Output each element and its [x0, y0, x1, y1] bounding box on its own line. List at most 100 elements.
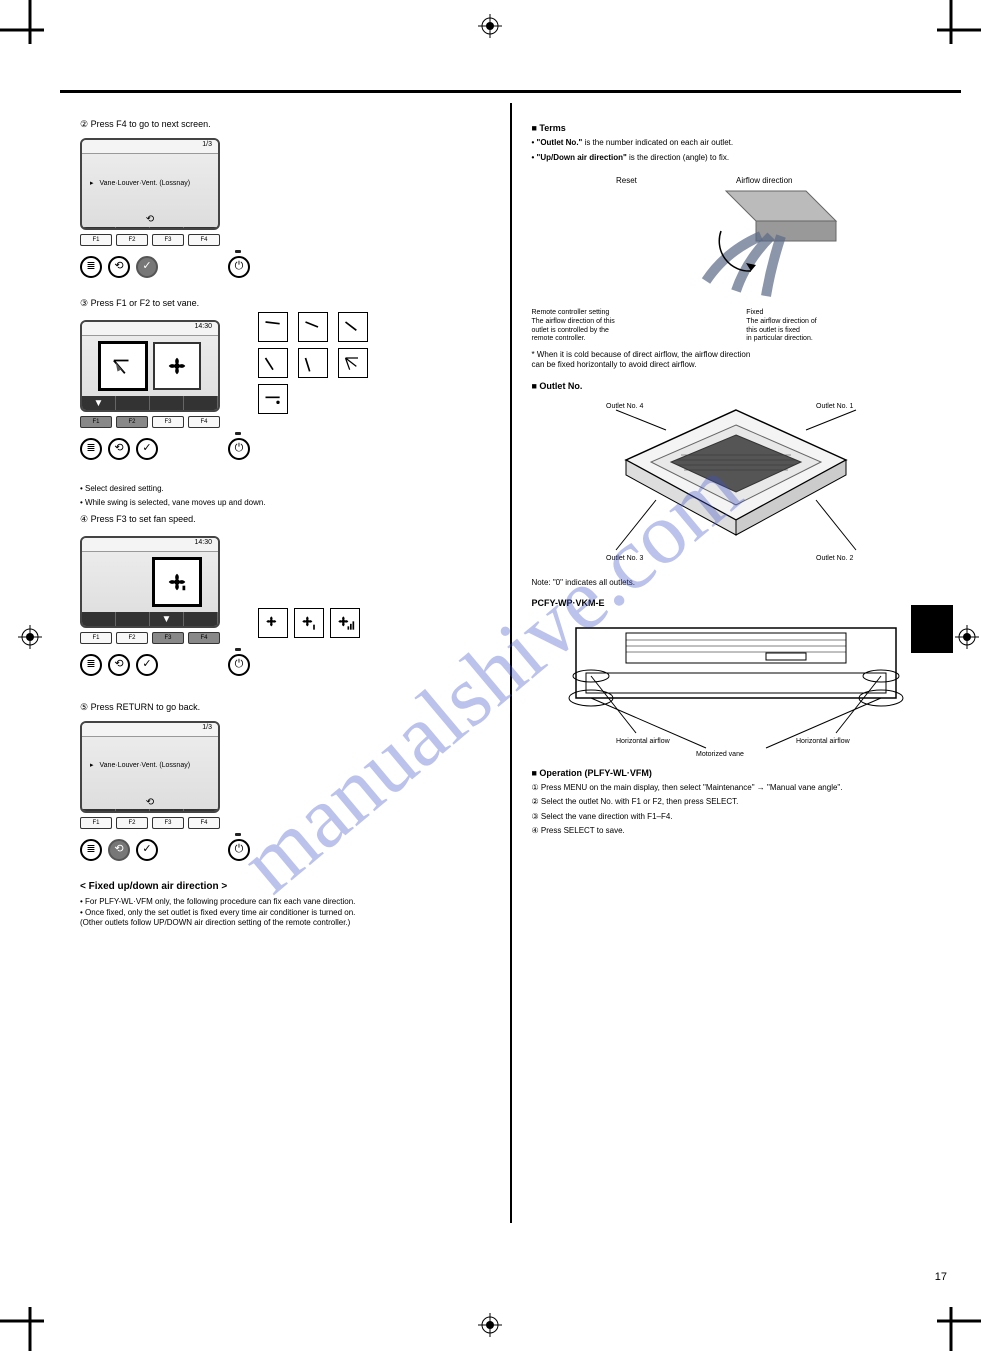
step3-text: Press F1 or F2 to set vane. [91, 298, 200, 308]
fkey-f1[interactable]: F1 [80, 416, 112, 428]
step2-label: ② Press F4 to go to next screen. [80, 119, 490, 130]
screen-3-bottom: ▼ [82, 612, 218, 628]
return-button[interactable]: ⟲ [108, 438, 130, 460]
fkeys-1: F1 F2 F3 F4 [80, 234, 220, 246]
fkeys-3: F1 F2 F3 F4 [80, 632, 220, 644]
fkey-f3[interactable]: F3 [152, 234, 184, 246]
fixed-body: • For PLFY-WL·VFM only, the following pr… [80, 897, 490, 928]
select-button[interactable]: ✓ [136, 256, 158, 278]
controller-block-3: 14:30 ▼ F1 F2 [80, 536, 250, 676]
ops-4: ④ Press SELECT to save. [532, 826, 942, 836]
fkey-f3[interactable]: F3 [152, 416, 184, 428]
fkey-f2[interactable]: F2 [116, 234, 148, 246]
ceiling-diagram: Horizontal airflow Horizontal airflow Mo… [556, 618, 916, 758]
ops-3: ③ Select the vane direction with F1–F4. [532, 812, 942, 822]
screen-1-bottom: ▼▲◀▶ [82, 227, 218, 231]
fixed-note: Fixed The airflow direction of this outl… [746, 309, 941, 344]
vane-step4-icon [258, 348, 288, 378]
vane-step2-icon [298, 312, 328, 342]
fkey-f1[interactable]: F1 [80, 817, 112, 829]
power-led [235, 833, 241, 836]
screen-1-menu: Vane·Louver·Vent. (Lossnay) [100, 180, 191, 189]
fkey-f4[interactable]: F4 [188, 632, 220, 644]
cass-label-2: Outlet No. 2 [816, 555, 853, 562]
return-button[interactable]: ⟲ [108, 654, 130, 676]
fkey-f4[interactable]: F4 [188, 234, 220, 246]
power-led [235, 648, 241, 651]
flow-heading: Airflow direction [736, 176, 792, 185]
top-rule [60, 90, 961, 93]
cass-label-1: Outlet No. 1 [816, 403, 853, 410]
fkey-f3[interactable]: F3 [152, 817, 184, 829]
outlet-heading: ■ Outlet No. [532, 381, 942, 392]
menu-button[interactable]: ≣ [80, 438, 102, 460]
controller-block-2: 14:30 ▼ [80, 320, 250, 460]
columns: ② Press F4 to go to next screen. 1/3 ▸ V… [60, 103, 961, 1223]
screen-4-menu: Vane·Louver·Vent. (Lossnay) [100, 762, 191, 771]
fkey-f4[interactable]: F4 [188, 817, 220, 829]
left-column: ② Press F4 to go to next screen. 1/3 ▸ V… [60, 103, 510, 1223]
menu-button[interactable]: ≣ [80, 654, 102, 676]
term2: • "Up/Down air direction" is the directi… [532, 153, 942, 163]
ceil-right: Horizontal airflow [796, 738, 851, 745]
term1: • "Outlet No." is the number indicated o… [532, 138, 942, 148]
vane-step3-icon [338, 312, 368, 342]
return-button[interactable]: ⟲ [108, 839, 130, 861]
screen-1: 1/3 ▸ Vane·Louver·Vent. (Lossnay) ⟲ ▼▲◀▶ [80, 138, 220, 230]
menu-button[interactable]: ≣ [80, 839, 102, 861]
step4-text: Press F3 to set fan speed. [91, 514, 196, 524]
step5-num: ⑤ [80, 702, 88, 712]
step4-num: ④ [80, 514, 88, 524]
crop-mark-bl [0, 1307, 44, 1351]
controller-block-1: 1/3 ▸ Vane·Louver·Vent. (Lossnay) ⟲ ▼▲◀▶… [80, 138, 490, 278]
page-number: 17 [935, 1271, 947, 1283]
fan-mid-icon [294, 608, 324, 638]
fkey-f2[interactable]: F2 [116, 817, 148, 829]
power-button[interactable]: ⏻ [228, 438, 250, 460]
return-button[interactable]: ⟲ [108, 256, 130, 278]
screen-2-body [82, 336, 218, 396]
select-button[interactable]: ✓ [136, 438, 158, 460]
controller-block-4: 1/3 ▸ Vane·Louver·Vent. (Lossnay) ⟲ ▼▲◀▶… [80, 721, 490, 861]
cassette-diagram: Outlet No. 4 Outlet No. 1 Outlet No. 3 O… [606, 400, 866, 570]
screen-2-vane [99, 342, 147, 390]
screen-1-top: 1/3 [82, 140, 218, 154]
section-row-3: 14:30 ▼ F1 F2 [80, 528, 490, 696]
screen-3: 14:30 ▼ [80, 536, 220, 628]
remote-note: Remote controller setting The airflow di… [532, 309, 727, 344]
power-button[interactable]: ⏻ [228, 839, 250, 861]
vane-step1-icon [258, 312, 288, 342]
fkey-f2[interactable]: F2 [116, 632, 148, 644]
reset-label: Reset [616, 176, 638, 185]
btn-row-3: ≣ ⟲ ✓ ⏻ [80, 654, 250, 676]
fkey-f1[interactable]: F1 [80, 234, 112, 246]
screen-3-spacer [99, 558, 147, 606]
power-button[interactable]: ⏻ [228, 654, 250, 676]
step2-num: ② [80, 119, 88, 129]
section-row-2: 14:30 ▼ [80, 312, 490, 480]
step4-label: ④ Press F3 to set fan speed. [80, 514, 490, 525]
ops-2: ② Select the outlet No. with F1 or F2, t… [532, 797, 942, 807]
power-led [235, 250, 241, 253]
ceil-left: Horizontal airflow [616, 738, 671, 745]
fkey-f3[interactable]: F3 [152, 632, 184, 644]
note-2: • While swing is selected, vane moves up… [80, 498, 490, 508]
crop-mark-tr [937, 0, 981, 44]
fkey-f4[interactable]: F4 [188, 416, 220, 428]
fkeys-4: F1 F2 F3 F4 [80, 817, 220, 829]
term1-text: is the number indicated on each air outl… [582, 138, 733, 147]
menu-button[interactable]: ≣ [80, 256, 102, 278]
cass-label-3: Outlet No. 3 [606, 555, 643, 562]
fkey-f2[interactable]: F2 [116, 416, 148, 428]
select-button[interactable]: ✓ [136, 654, 158, 676]
power-button[interactable]: ⏻ [228, 256, 250, 278]
fkey-f1[interactable]: F1 [80, 632, 112, 644]
term2-text: is the direction (angle) to fix. [627, 153, 729, 162]
screen-2: 14:30 ▼ [80, 320, 220, 412]
select-button[interactable]: ✓ [136, 839, 158, 861]
screen-3-top: 14:30 [82, 538, 218, 552]
vane-auto-icon [258, 384, 288, 414]
cassette-note: Note: "0" indicates all outlets. [532, 578, 942, 588]
term1-label: • "Outlet No." [532, 138, 583, 147]
page-frame: ② Press F4 to go to next screen. 1/3 ▸ V… [60, 60, 961, 1291]
